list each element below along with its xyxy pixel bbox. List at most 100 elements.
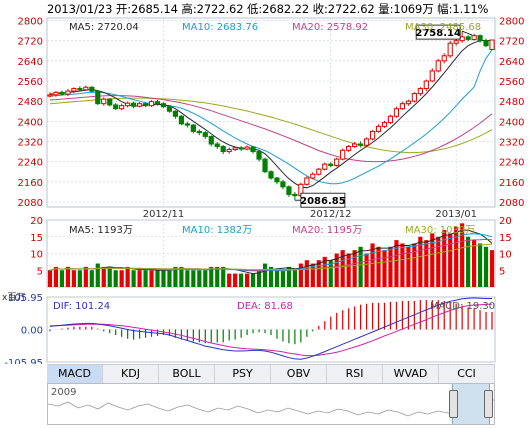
price-y-tick-right: 2240 — [499, 158, 524, 169]
volume-bar — [262, 263, 268, 287]
low-label: 2086.85 — [300, 196, 346, 207]
volume-bar — [77, 270, 82, 287]
candle-body — [77, 88, 83, 91]
volume-bar — [328, 260, 333, 287]
volume-bar — [89, 270, 94, 287]
candle-body — [346, 146, 352, 151]
price-y-tick-right: 2560 — [499, 77, 524, 88]
tab-cci[interactable]: CCI — [439, 365, 495, 383]
candle-body — [196, 130, 202, 134]
volume-bar — [268, 266, 274, 287]
price-y-tick-right: 2320 — [499, 137, 524, 148]
candle-body — [214, 143, 220, 148]
tab-macd[interactable]: MACD — [47, 365, 103, 383]
volume-bar — [95, 263, 100, 287]
volume-bar — [489, 250, 495, 287]
volume-bar — [71, 270, 76, 287]
candle-body — [292, 193, 298, 197]
volume-bar — [167, 270, 172, 287]
candle-body — [184, 123, 190, 126]
tab-obv[interactable]: OBV — [271, 365, 327, 383]
navigator-selection[interactable] — [449, 384, 493, 424]
candle-body — [166, 106, 173, 112]
candle-body — [423, 80, 429, 90]
volume-bar — [250, 273, 256, 287]
volume-bar — [370, 243, 375, 287]
navigator-sparkline — [48, 399, 494, 417]
range-navigator[interactable]: 2009 — [47, 383, 495, 425]
volume-bar — [143, 270, 148, 287]
candle-body — [447, 42, 453, 57]
candle-body — [310, 173, 316, 179]
price-y-tick: 2720 — [18, 37, 43, 48]
candle-body — [435, 60, 441, 72]
volume-bar — [227, 273, 232, 287]
candle-body — [178, 115, 184, 125]
ma5-line — [49, 39, 493, 189]
candle-body — [429, 70, 435, 82]
candle-body — [238, 147, 244, 150]
candle-body — [154, 101, 161, 105]
volume-bar — [185, 270, 190, 287]
candle-body — [441, 55, 447, 62]
volume-bar — [221, 266, 226, 287]
volume-bar — [256, 270, 262, 287]
volume-bar — [245, 273, 250, 287]
candle-body — [399, 103, 406, 110]
volume-ma30-line — [49, 243, 493, 271]
volume-bar — [334, 253, 339, 287]
volume-bar — [53, 266, 59, 287]
volume-bar — [274, 270, 280, 287]
price-y-tick-right: 2400 — [499, 117, 524, 128]
price-y-tick: 2480 — [18, 97, 43, 108]
candle-body — [131, 102, 137, 107]
macd-y-tick: -105.95 — [4, 358, 43, 364]
candle-body — [226, 149, 232, 153]
volume-bar — [239, 273, 244, 287]
x-axis-label: 2012/11 — [143, 209, 185, 220]
volume-bar — [233, 273, 238, 287]
high-label-box — [415, 24, 461, 40]
volume-bar — [346, 253, 351, 287]
candle-body — [334, 158, 340, 166]
price-legend-ma30: MA30: 2485.68 — [405, 22, 481, 33]
price-y-tick: 2080 — [18, 198, 43, 209]
candle-body — [465, 36, 471, 40]
volume-legend-ma30: MA30: 1039万 — [405, 225, 475, 236]
price-y-tick-right: 2720 — [499, 37, 524, 48]
price-y-tick: 2800 — [18, 17, 43, 28]
price-y-tick-right: 2480 — [499, 97, 524, 108]
volume-bar — [460, 223, 465, 287]
price-y-tick-right: 2800 — [499, 17, 524, 28]
x-axis-label: 2012/12 — [310, 209, 352, 220]
volume-legend-ma5: MA5: 1193万 — [69, 225, 133, 236]
volume-bar — [292, 270, 297, 287]
tab-psy[interactable]: PSY — [215, 365, 271, 383]
volume-bar — [107, 266, 112, 287]
volume-legend-ma20: MA20: 1195万 — [292, 225, 362, 236]
volume-bar — [448, 233, 453, 287]
volume-bar — [424, 240, 429, 287]
volume-bar — [310, 263, 315, 287]
volume-bar — [406, 246, 411, 287]
navigator-year: 2009 — [51, 387, 77, 398]
volume-y-tick: 10 — [30, 250, 43, 261]
tab-rsi[interactable]: RSI — [327, 365, 383, 383]
candle-body — [148, 101, 155, 107]
candle-body — [47, 94, 53, 97]
volume-bar — [47, 270, 53, 287]
price-legend-ma20: MA20: 2578.92 — [292, 22, 368, 33]
volume-y-tick-right: 20 — [499, 216, 512, 227]
volume-bar — [340, 250, 345, 287]
volume-bar — [203, 270, 208, 287]
candle-body — [232, 147, 238, 151]
tab-wvad[interactable]: WVAD — [383, 365, 439, 383]
candle-body — [59, 91, 65, 95]
navigator-right-handle[interactable] — [484, 390, 493, 418]
navigator-left-handle[interactable] — [449, 390, 458, 418]
volume-bar — [119, 270, 124, 287]
tab-kdj[interactable]: KDJ — [103, 365, 159, 383]
candle-body — [363, 138, 370, 146]
tab-boll[interactable]: BOLL — [159, 365, 215, 383]
volume-bar — [113, 270, 118, 287]
